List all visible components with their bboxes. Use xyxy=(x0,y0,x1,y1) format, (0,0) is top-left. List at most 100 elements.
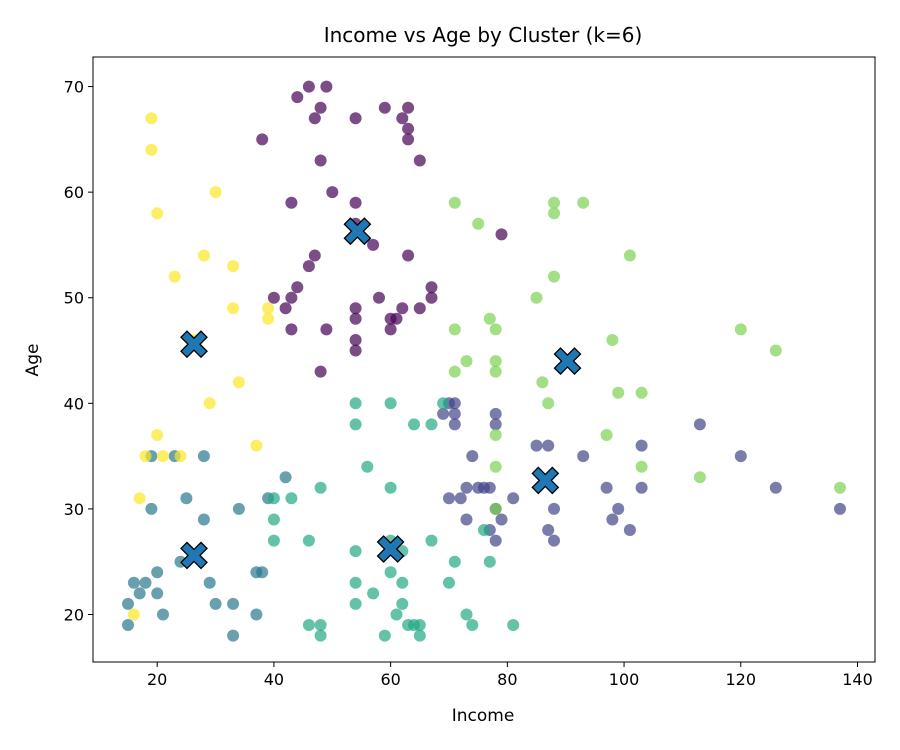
cluster-4-point xyxy=(734,323,747,336)
cluster-0-point xyxy=(267,291,280,304)
cluster-5-point xyxy=(203,397,216,410)
cluster-4-point xyxy=(536,376,549,389)
cluster-0-point xyxy=(302,260,315,273)
cluster-2-point xyxy=(157,608,169,621)
cluster-4-point xyxy=(600,429,613,441)
centroid-marker-1 xyxy=(180,330,208,359)
cluster-0-point xyxy=(367,238,380,251)
cluster-3-point xyxy=(466,619,479,631)
cluster-1-point xyxy=(548,534,560,547)
cluster-0-point xyxy=(402,249,415,262)
cluster-4-point xyxy=(460,355,473,368)
cluster-3-point xyxy=(367,587,380,600)
cluster-1-point xyxy=(635,439,648,452)
cluster-3-point xyxy=(384,397,397,410)
x-tick-label: 20 xyxy=(147,670,167,689)
cluster-4-point xyxy=(606,334,619,346)
cluster-0-point xyxy=(314,101,327,114)
cluster-0-point xyxy=(314,365,327,378)
cluster-0-point xyxy=(314,154,327,167)
cluster-0-point xyxy=(349,302,362,315)
cluster-3-point xyxy=(413,619,426,631)
cluster-3-point xyxy=(425,418,438,431)
cluster-2-point xyxy=(209,597,222,610)
cluster-4-point xyxy=(489,365,502,378)
cluster-4-point xyxy=(530,291,543,304)
cluster-4-point xyxy=(472,217,485,230)
cluster-0-point xyxy=(425,281,438,294)
y-tick-label: 30 xyxy=(64,500,84,519)
cluster-0-point xyxy=(349,312,362,325)
cluster-3-point xyxy=(384,481,397,494)
cluster-1-point xyxy=(606,513,619,526)
cluster-0-point xyxy=(285,291,298,304)
cluster-5-point xyxy=(174,450,187,463)
cluster-3-point xyxy=(396,576,409,589)
cluster-3-point xyxy=(478,524,490,536)
cluster-2-point xyxy=(133,587,146,600)
cluster-4-point xyxy=(548,207,560,220)
cluster-2-point xyxy=(197,450,210,463)
cluster-0-point xyxy=(302,80,315,93)
cluster-4-point xyxy=(448,196,461,209)
x-axis-label: Income xyxy=(452,706,515,726)
cluster-1-point xyxy=(489,418,502,431)
cluster-1-point xyxy=(489,407,502,420)
cluster-0-point xyxy=(390,312,403,325)
cluster-1-point xyxy=(507,492,520,505)
cluster-4-point xyxy=(489,429,502,441)
cluster-0-point xyxy=(308,249,321,262)
cluster-0-point xyxy=(326,186,339,199)
cluster-4-point xyxy=(834,481,846,494)
cluster-0-point xyxy=(402,122,415,135)
cluster-1-point xyxy=(734,450,747,463)
cluster-5-point xyxy=(227,260,240,273)
cluster-5-point xyxy=(250,439,263,452)
y-tick-label: 40 xyxy=(64,394,84,413)
y-tick-label: 50 xyxy=(64,289,84,308)
cluster-2-point xyxy=(151,566,164,579)
cluster-1-point xyxy=(448,397,461,410)
cluster-3-point xyxy=(408,418,420,431)
cluster-0-point xyxy=(256,133,269,146)
cluster-3-point xyxy=(349,545,362,558)
cluster-0-point xyxy=(396,302,409,315)
centroid-marker-5 xyxy=(376,535,405,563)
cluster-2-point xyxy=(250,608,263,621)
cluster-1-point xyxy=(577,450,590,463)
cluster-2-point xyxy=(279,471,292,484)
cluster-4-point xyxy=(489,502,502,515)
plot-area xyxy=(122,80,846,642)
cluster-3-point xyxy=(349,418,362,431)
centroid-marker-3 xyxy=(531,466,560,495)
cluster-3-point xyxy=(390,608,403,621)
cluster-5-point xyxy=(232,376,245,389)
cluster-0-point xyxy=(285,196,298,209)
cluster-3-point xyxy=(314,619,327,631)
plot-frame xyxy=(92,56,876,663)
cluster-1-point xyxy=(769,481,782,494)
cluster-1-point xyxy=(600,481,613,494)
cluster-0-point xyxy=(495,228,508,241)
cluster-2-point xyxy=(256,566,269,579)
cluster-4-point xyxy=(483,312,496,325)
cluster-1-point xyxy=(443,492,455,505)
cluster-3-point xyxy=(443,576,455,589)
cluster-0-point xyxy=(285,323,298,336)
centroid-marker-2 xyxy=(553,347,582,376)
cluster-3-point xyxy=(302,619,315,631)
cluster-1-point xyxy=(693,418,706,431)
cluster-5-point xyxy=(133,492,146,505)
cluster-3-point xyxy=(413,629,426,642)
cluster-1-point xyxy=(489,534,502,547)
cluster-1-point xyxy=(635,481,648,494)
cluster-0-point xyxy=(291,91,304,104)
cluster-0-point xyxy=(320,80,333,93)
y-axis-label: Age xyxy=(23,344,43,377)
cluster-1-point xyxy=(495,513,508,526)
cluster-4-point xyxy=(542,397,555,410)
cluster-2-point xyxy=(151,587,164,600)
cluster-4-point xyxy=(489,323,502,336)
cluster-0-point xyxy=(413,154,426,167)
